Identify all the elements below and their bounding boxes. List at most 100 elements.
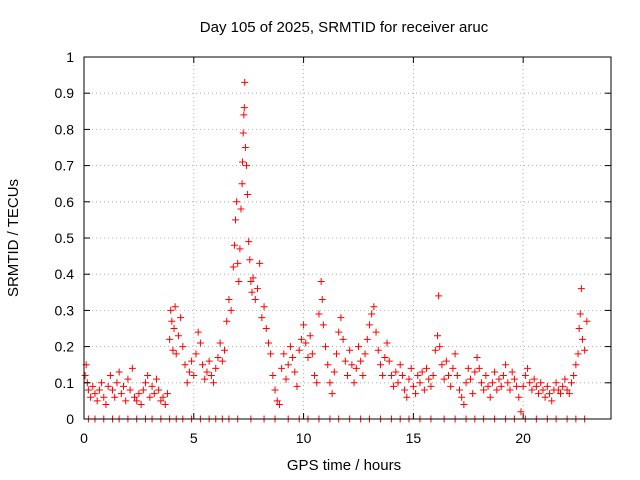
data-point (396, 361, 404, 369)
data-point (488, 379, 496, 387)
data-point (199, 361, 207, 369)
data-point (171, 303, 179, 311)
data-point (513, 382, 521, 390)
data-point (232, 216, 240, 224)
data-point (546, 390, 554, 398)
data-point (239, 158, 247, 166)
data-point (170, 325, 178, 332)
data-point (326, 379, 334, 387)
data-point (372, 328, 380, 336)
data-point (113, 379, 121, 387)
data-point (246, 256, 254, 264)
data-point (192, 350, 200, 358)
grid-lines (84, 57, 611, 419)
data-point (148, 382, 156, 390)
data-point (278, 364, 286, 372)
data-point (403, 393, 411, 401)
data-point (368, 310, 376, 318)
data-point (434, 332, 442, 340)
data-point (293, 382, 301, 390)
data-point (210, 379, 218, 387)
data-point (234, 259, 242, 267)
data-point (376, 361, 384, 369)
data-point (574, 350, 582, 358)
data-point (528, 386, 536, 394)
data-point (335, 328, 343, 336)
data-point (449, 364, 457, 372)
data-point (398, 372, 406, 380)
data-point (236, 245, 244, 253)
data-point (100, 393, 108, 401)
data-point (111, 393, 119, 401)
data-point (508, 368, 516, 376)
y-tick-label: 0.2 (55, 339, 75, 355)
data-point (190, 372, 198, 380)
data-point (152, 375, 160, 383)
data-point (346, 346, 354, 354)
data-point (201, 375, 209, 383)
data-point (133, 397, 141, 405)
data-point (249, 274, 257, 282)
data-point (477, 379, 485, 387)
data-point (284, 361, 292, 369)
data-point (218, 357, 226, 365)
data-point (137, 401, 145, 409)
data-point (172, 350, 180, 358)
data-point (521, 372, 529, 380)
data-point (146, 393, 154, 401)
data-point (235, 277, 243, 285)
data-point (183, 379, 191, 387)
data-point (464, 364, 472, 372)
data-point (291, 368, 299, 376)
data-point (339, 335, 347, 343)
data-point (273, 397, 281, 405)
data-point (480, 386, 488, 394)
data-point (240, 104, 248, 112)
data-point (401, 386, 409, 394)
data-point (354, 343, 362, 351)
data-point (95, 386, 103, 394)
data-point (427, 382, 435, 390)
y-tick-label: 0 (66, 411, 74, 427)
data-point (161, 401, 169, 409)
data-point (131, 393, 139, 401)
data-point (504, 379, 512, 387)
data-point (575, 325, 583, 332)
data-point (559, 382, 567, 390)
data-point (244, 191, 252, 199)
data-point (258, 314, 266, 322)
data-point (221, 346, 229, 354)
data-point (515, 393, 523, 401)
data-point (423, 364, 431, 372)
data-point (239, 129, 247, 137)
data-point (267, 350, 275, 358)
data-point (308, 350, 316, 358)
data-point (128, 364, 136, 372)
data-point (282, 375, 290, 383)
data-point (561, 375, 569, 383)
y-tick-label: 0.5 (55, 230, 75, 246)
data-point (510, 375, 518, 383)
data-point (106, 372, 114, 380)
data-point (567, 379, 575, 387)
data-point (196, 339, 204, 347)
data-point (497, 382, 505, 390)
data-point (519, 382, 527, 390)
data-point (135, 390, 143, 398)
data-point (469, 390, 477, 398)
data-point (286, 343, 294, 351)
data-point (155, 386, 163, 394)
data-point (315, 310, 323, 318)
data-point (517, 408, 525, 416)
data-point (484, 382, 492, 390)
x-tick-label: 0 (80, 430, 88, 446)
data-point (495, 375, 503, 383)
x-tick-label: 5 (190, 430, 198, 446)
data-point (374, 346, 382, 354)
y-tick-label: 0.3 (55, 302, 75, 318)
data-point (81, 372, 89, 380)
data-point (280, 350, 288, 358)
y-tick-label: 0.6 (55, 194, 75, 210)
data-point (313, 379, 321, 387)
data-point (506, 386, 514, 394)
